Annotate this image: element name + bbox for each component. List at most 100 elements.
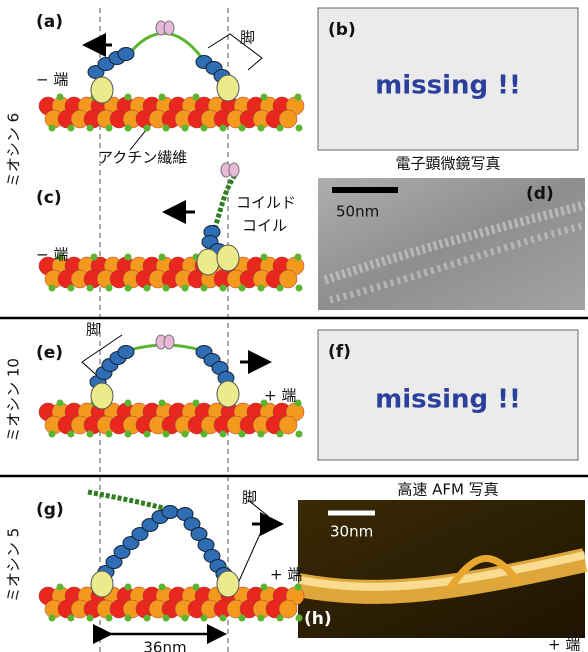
binding-site: [295, 584, 302, 591]
binding-site: [261, 584, 268, 591]
row-label: ミオシン 5: [5, 528, 23, 602]
binding-site: [193, 584, 200, 591]
binding-site: [106, 615, 113, 622]
lever: [128, 33, 202, 58]
binding-site: [163, 125, 170, 132]
panel-label: (e): [36, 343, 63, 363]
binding-site: [68, 285, 75, 292]
motor-head: [197, 249, 219, 275]
end-label: − 端: [36, 246, 68, 264]
binding-site: [277, 431, 284, 438]
light-chain: [118, 48, 134, 61]
tail: [164, 335, 174, 349]
motor-head: [91, 571, 113, 597]
binding-site: [258, 615, 265, 622]
binding-site: [201, 615, 208, 622]
filament-label: アクチン繊維: [98, 149, 187, 167]
binding-site: [125, 584, 132, 591]
binding-site: [87, 285, 94, 292]
end-label: − 端: [36, 71, 68, 89]
binding-site: [163, 615, 170, 622]
binding-site: [125, 431, 132, 438]
binding-site: [220, 125, 227, 132]
binding-site: [125, 400, 132, 407]
binding-site: [258, 125, 265, 132]
binding-site: [258, 431, 265, 438]
row-label: ミオシン 6: [5, 113, 23, 187]
binding-site: [68, 615, 75, 622]
binding-site: [295, 254, 302, 261]
binding-site: [182, 615, 189, 622]
binding-site: [193, 400, 200, 407]
binding-site: [144, 431, 151, 438]
binding-site: [87, 125, 94, 132]
panel-label: (f): [328, 342, 351, 362]
binding-site: [91, 254, 98, 261]
binding-site: [295, 94, 302, 101]
binding-site: [296, 615, 303, 622]
binding-site: [220, 431, 227, 438]
binding-site: [57, 400, 64, 407]
binding-site: [201, 125, 208, 132]
binding-site: [87, 431, 94, 438]
binding-site: [261, 254, 268, 261]
end-label: + 端: [270, 566, 302, 584]
coil-label: コイルド: [236, 194, 296, 212]
panel-label: (c): [36, 188, 62, 208]
binding-site: [182, 285, 189, 292]
light-chain: [118, 346, 134, 359]
motor-head: [217, 571, 239, 597]
motor-head: [217, 245, 239, 271]
binding-site: [125, 285, 132, 292]
light-chain: [162, 506, 178, 519]
binding-site: [296, 431, 303, 438]
binding-site: [163, 431, 170, 438]
binding-site: [68, 431, 75, 438]
motor-head: [217, 75, 239, 101]
binding-site: [239, 125, 246, 132]
binding-site: [159, 94, 166, 101]
binding-site: [296, 285, 303, 292]
panel-label: (b): [328, 20, 356, 40]
binding-site: [57, 94, 64, 101]
binding-site: [159, 254, 166, 261]
binding-site: [144, 125, 151, 132]
binding-site: [201, 285, 208, 292]
binding-site: [159, 400, 166, 407]
binding-site: [68, 125, 75, 132]
binding-site: [182, 125, 189, 132]
panel-label: (a): [36, 12, 63, 32]
end-label: + 端: [264, 387, 296, 405]
binding-site: [106, 125, 113, 132]
coiled-coil: [215, 175, 235, 228]
binding-site: [182, 431, 189, 438]
panel-label: (g): [36, 500, 64, 520]
binding-site: [277, 125, 284, 132]
binding-site: [239, 431, 246, 438]
tail: [229, 163, 239, 177]
binding-site: [106, 285, 113, 292]
binding-site: [220, 615, 227, 622]
binding-site: [159, 584, 166, 591]
missing-text: missing !!: [375, 71, 521, 101]
binding-site: [258, 285, 265, 292]
binding-site: [277, 615, 284, 622]
caption: 電子顕微鏡写真: [395, 155, 500, 173]
distance-label: 36nm: [143, 639, 186, 652]
figure: ミオシン 6 ミオシン 10 ミオシン 5 (a) 脚 − 端 アクチン繊維 (…: [0, 0, 588, 652]
binding-site: [261, 94, 268, 101]
binding-site: [144, 285, 151, 292]
binding-site: [57, 584, 64, 591]
binding-site: [49, 285, 56, 292]
binding-site: [220, 285, 227, 292]
binding-site: [296, 125, 303, 132]
motor-head: [91, 383, 113, 409]
panel-label: (d): [526, 184, 554, 204]
leg-label: 脚: [242, 489, 257, 507]
binding-site: [201, 431, 208, 438]
motor-head: [217, 381, 239, 407]
binding-site: [163, 285, 170, 292]
panel-label: (h): [304, 609, 332, 629]
binding-site: [49, 125, 56, 132]
missing-text: missing !!: [375, 385, 521, 415]
